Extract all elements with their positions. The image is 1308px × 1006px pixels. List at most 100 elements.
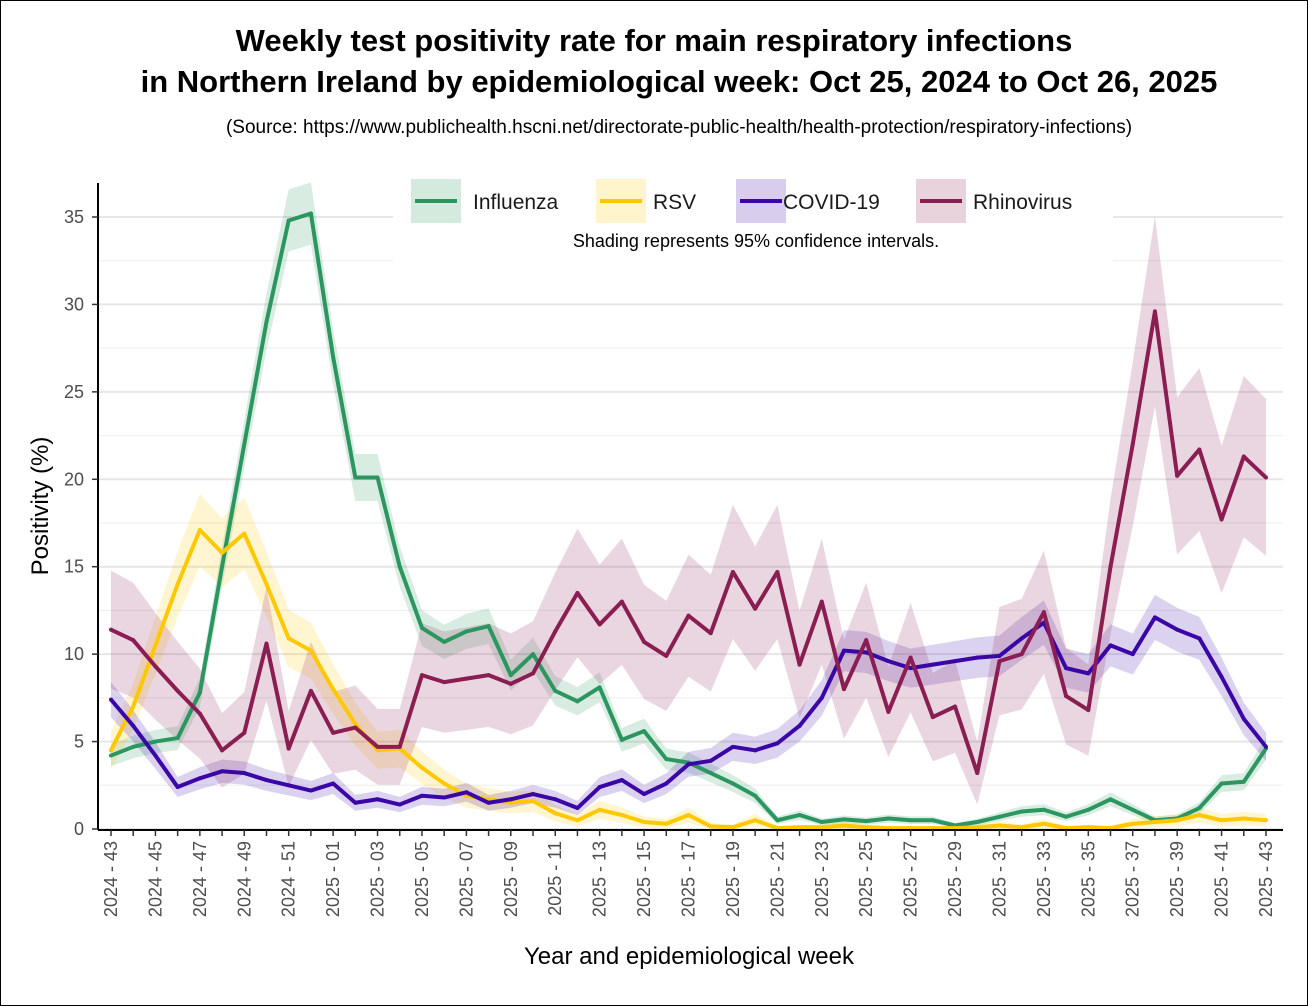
data-point-rsv [708,824,713,829]
data-point-rsv [1019,825,1024,830]
x-tick-label: 2025 - 33 [1034,841,1054,917]
y-tick-label: 25 [64,382,84,402]
data-point-covid-19 [908,666,913,671]
x-tick-label: 2025 - 23 [812,841,832,917]
data-point-rsv [264,582,269,587]
x-tick-label: 2025 - 19 [723,841,743,917]
x-tick-label: 2025 - 07 [456,841,476,917]
data-point-rhinovirus [109,627,113,632]
data-point-covid-19 [930,662,935,667]
data-point-influenza [331,354,336,359]
data-point-rhinovirus [1197,447,1202,452]
legend: Influenza RSV COVID-19 Rhinovirus Shading re… [393,177,1113,263]
data-point-covid-19 [664,781,669,786]
data-point-covid-19 [442,795,447,800]
legend-label: Influenza [473,191,559,214]
data-point-rhinovirus [619,599,624,604]
data-point-covid-19 [109,697,113,702]
data-point-covid-19 [886,659,891,664]
data-point-influenza [997,814,1002,819]
data-point-rsv [819,825,824,830]
data-point-covid-19 [753,748,758,753]
data-point-rsv [1264,818,1268,823]
data-point-rsv [686,813,691,818]
x-tick-label: 2025 - 41 [1212,841,1232,917]
data-point-influenza [730,781,735,786]
data-point-rsv [419,765,424,770]
data-point-influenza [131,744,136,749]
x-tick-label: 2025 - 39 [1167,841,1187,917]
data-point-influenza [397,564,402,569]
x-tick-label: 2025 - 15 [634,841,654,917]
data-point-rhinovirus [131,638,136,643]
data-point-influenza [197,690,202,695]
data-point-influenza [553,688,558,693]
data-point-rhinovirus [197,711,202,716]
data-point-influenza [841,817,846,822]
data-point-rsv [197,527,202,532]
data-point-covid-19 [175,785,180,790]
data-point-covid-19 [1197,636,1202,641]
data-point-rhinovirus [997,659,1002,664]
data-point-rsv [109,748,113,753]
x-axis-label: Year and epidemiological week [524,943,855,970]
legend-label: RSV [653,191,696,214]
data-point-influenza [864,819,869,824]
data-point-covid-19 [1064,666,1069,671]
data-point-rsv [531,799,536,804]
y-tick-label: 10 [64,644,84,664]
data-point-covid-19 [242,771,247,776]
data-point-rsv [175,582,180,587]
data-point-rsv [575,818,580,823]
data-point-influenza [708,771,713,776]
x-tick-label: 2025 - 29 [945,841,965,917]
data-point-influenza [1041,807,1046,812]
data-point-rhinovirus [930,715,935,720]
data-point-rsv [1175,818,1180,823]
data-point-rsv [1197,813,1202,818]
data-point-rsv [597,807,602,812]
data-point-influenza [531,652,536,657]
data-point-influenza [908,818,913,823]
x-tick-label: 2025 - 25 [856,841,876,917]
x-tick-label: 2025 - 27 [901,841,921,917]
data-point-rsv [997,823,1002,828]
data-point-covid-19 [730,744,735,749]
data-point-influenza [508,673,513,678]
data-point-rsv [1152,820,1157,825]
data-point-rsv [1130,821,1135,826]
data-point-rhinovirus [775,569,780,574]
data-point-rhinovirus [442,680,447,685]
ci-band-covid-19 [111,594,1266,816]
data-point-covid-19 [331,781,336,786]
data-point-influenza [1019,809,1024,814]
legend-background [393,177,1113,263]
data-point-influenza [1219,781,1224,786]
data-point-rsv [619,813,624,818]
data-point-influenza [109,753,113,758]
data-point-influenza [1130,807,1135,812]
data-point-influenza [442,639,447,644]
data-point-covid-19 [597,785,602,790]
data-point-rhinovirus [730,569,735,574]
data-point-rsv [331,687,336,692]
data-point-influenza [1086,807,1091,812]
data-point-rsv [730,825,735,830]
data-point-covid-19 [819,695,824,700]
data-point-covid-19 [264,778,269,783]
data-point-influenza [664,757,669,762]
y-tick-label: 0 [74,819,84,839]
x-tick-label: 2024 - 47 [190,841,210,917]
data-point-influenza [242,442,247,447]
data-point-rhinovirus [908,655,913,660]
data-point-influenza [886,816,891,821]
data-point-rsv [864,825,869,830]
data-point-covid-19 [419,793,424,798]
data-point-influenza [419,625,424,630]
data-point-rhinovirus [1086,708,1091,713]
data-point-rhinovirus [1108,564,1113,569]
data-point-rhinovirus [575,590,580,595]
data-point-rhinovirus [753,606,758,611]
data-point-influenza [819,820,824,825]
data-point-influenza [1197,806,1202,811]
